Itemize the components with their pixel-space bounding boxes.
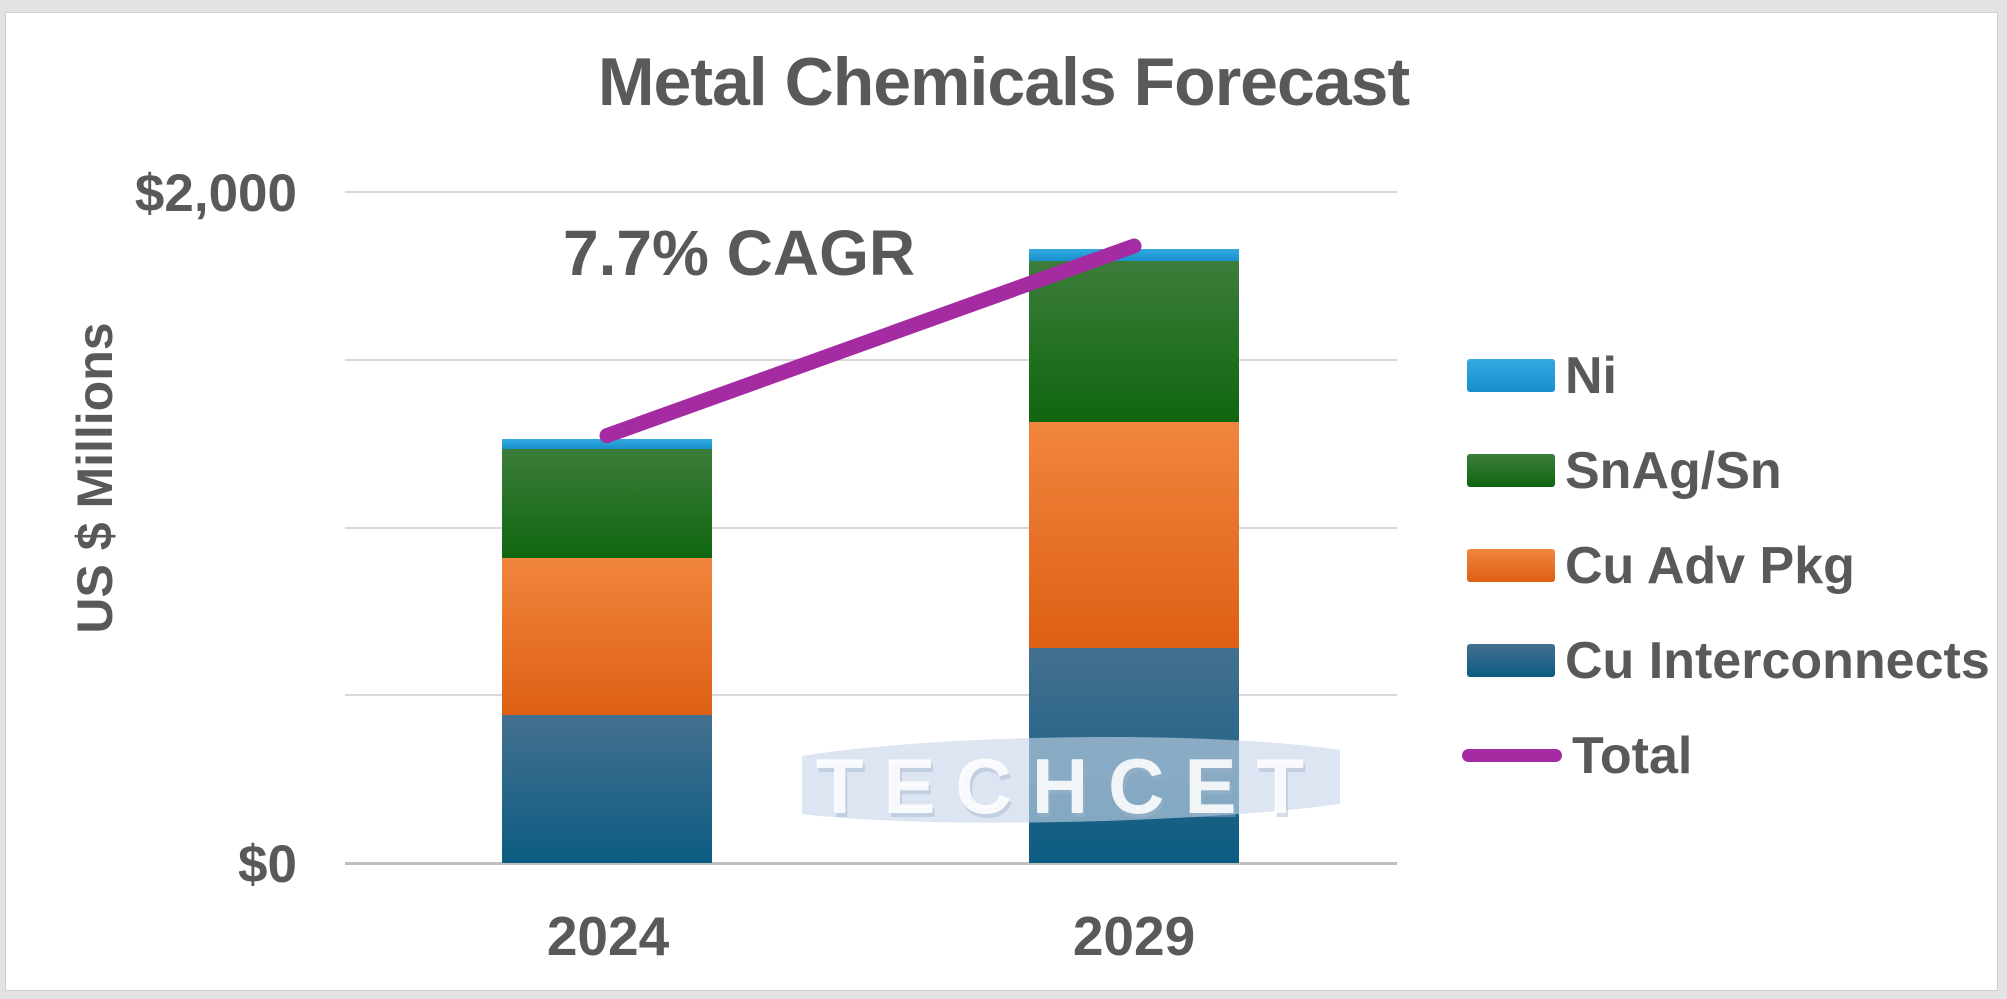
legend-label-total: Total <box>1572 726 1693 785</box>
legend-swatch-cu-interconnects <box>1467 644 1555 677</box>
legend-label-ni: Ni <box>1565 346 1617 405</box>
x-tick-2029: 2029 <box>1072 905 1196 967</box>
legend-swatch-total <box>1462 749 1562 762</box>
legend-swatch-ni <box>1467 359 1555 392</box>
legend-swatch-cu-adv-pkg <box>1467 549 1555 582</box>
bar-segment-2024-cu-interconnects <box>502 715 712 863</box>
watermark-ribbon <box>802 737 1340 823</box>
y-tick-2000: $2,000 <box>134 164 297 223</box>
legend-item-ni: Ni <box>1462 328 2007 423</box>
bar-segment-2024-snag-sn <box>502 448 712 558</box>
legend-item-total: Total <box>1462 708 2007 803</box>
bar-segment-2029-ni <box>1029 249 1239 261</box>
gridline-2000 <box>345 191 1397 193</box>
x-axis-line <box>345 862 1397 865</box>
gridline-1500 <box>345 358 1397 361</box>
bar-segment-2029-cu-adv-pkg <box>1029 421 1239 649</box>
legend-item-cu-adv-pkg: Cu Adv Pkg <box>1462 518 2007 613</box>
legend: Ni SnAg/Sn Cu Adv Pkg Cu Interconnects Total <box>1462 328 2007 803</box>
gridline-1000 <box>345 526 1397 529</box>
y-tick-0: $0 <box>238 835 297 894</box>
legend-label-cu-adv-pkg: Cu Adv Pkg <box>1565 536 1855 595</box>
legend-item-cu-interconnects: Cu Interconnects <box>1462 613 2007 708</box>
legend-item-snag-sn: SnAg/Sn <box>1462 423 2007 518</box>
chart-title: Metal Chemicals Forecast <box>597 44 1410 120</box>
watermark-text-shadow: TECHCET <box>818 746 1326 834</box>
slide-frame <box>5 12 1998 991</box>
watermark-text: TECHCET <box>816 742 1324 830</box>
bar-segment-2024-ni <box>502 438 712 449</box>
legend-swatch-snag-sn <box>1467 454 1555 487</box>
bar-segment-2029-snag-sn <box>1029 260 1239 422</box>
x-tick-2024: 2024 <box>546 905 670 967</box>
techcet-watermark: TECHCET TECHCET <box>802 737 1340 834</box>
gridline-500 <box>345 694 1397 697</box>
legend-label-cu-interconnects: Cu Interconnects <box>1565 631 1990 690</box>
legend-label-snag-sn: SnAg/Sn <box>1565 441 1782 500</box>
stacked-bar-2024 <box>502 438 712 863</box>
bar-segment-2024-cu-adv-pkg <box>502 557 712 716</box>
y-axis-title: US $ Millions <box>67 322 123 634</box>
cagr-annotation: 7.7% CAGR <box>563 217 916 289</box>
